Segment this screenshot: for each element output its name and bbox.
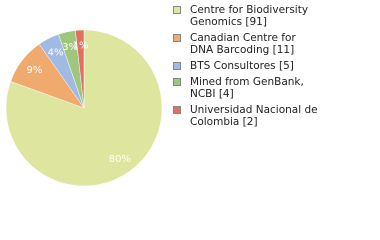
slice-label: 80% xyxy=(109,154,131,165)
pie-area: 80% 9% 4%3%1% xyxy=(5,29,163,187)
legend-swatch xyxy=(173,6,181,14)
legend-swatch xyxy=(173,78,181,86)
legend-item: Centre for Biodiversity Genomics [91] xyxy=(173,4,320,28)
legend-label: Centre for Biodiversity Genomics [91] xyxy=(190,4,309,28)
pie-slice xyxy=(75,29,85,109)
legend-label: BTS Consultores [5] xyxy=(190,60,294,72)
slice-label: 9% xyxy=(27,65,43,76)
legend-item: Mined from GenBank, NCBI [4] xyxy=(173,76,320,100)
slice-label: 1% xyxy=(73,41,89,52)
legend-label: Mined from GenBank, NCBI [4] xyxy=(190,76,304,100)
legend-item: BTS Consultores [5] xyxy=(173,60,320,72)
legend-item: Canadian Centre for DNA Barcoding [11] xyxy=(173,32,320,56)
legend-item: Universidad Nacional de Colombia [2] xyxy=(173,104,320,128)
legend-swatch xyxy=(173,34,181,42)
slice-label: 3% xyxy=(62,42,78,53)
legend-swatch xyxy=(173,106,181,114)
legend-label: Canadian Centre for DNA Barcoding [11] xyxy=(190,32,296,56)
slice-label: 4% xyxy=(48,47,64,58)
legend: Centre for Biodiversity Genomics [91] Can… xyxy=(173,4,373,132)
legend-swatch xyxy=(173,62,181,70)
legend-label: Universidad Nacional de Colombia [2] xyxy=(190,104,318,128)
